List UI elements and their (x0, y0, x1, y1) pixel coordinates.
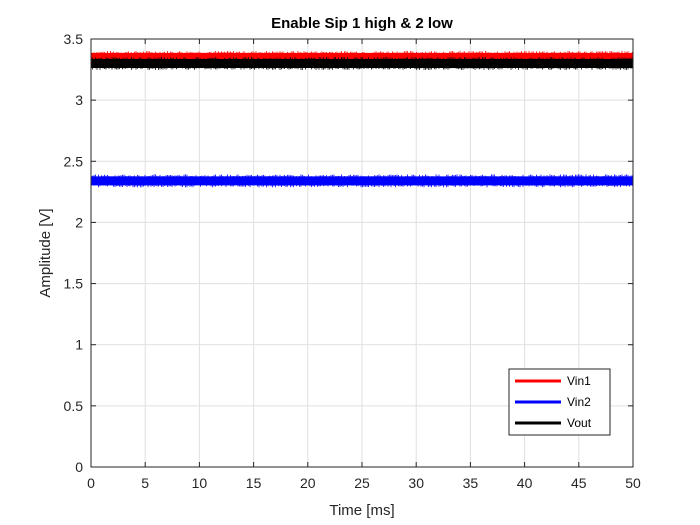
series-vout (90, 56, 633, 70)
x-tick-label: 25 (354, 475, 370, 491)
legend-entry: Vin2 (567, 395, 591, 409)
x-tick-label: 35 (463, 475, 479, 491)
legend: Vin1 Vin2 Vout (508, 368, 611, 436)
legend-entry: Vout (567, 416, 592, 430)
x-tick-label: 50 (625, 475, 641, 491)
x-tick-label: 45 (571, 475, 587, 491)
y-tick-label: 3.5 (64, 31, 84, 47)
y-tick-label: 1 (75, 337, 83, 353)
series-layer (90, 50, 633, 188)
x-tick-label: 40 (517, 475, 533, 491)
chart-title: Enable Sip 1 high & 2 low (271, 15, 453, 32)
y-tick-label: 2 (75, 214, 83, 230)
x-tick-label: 15 (246, 475, 262, 491)
legend-entry: Vin1 (567, 374, 591, 388)
x-tick-label: 5 (141, 475, 149, 491)
y-tick-label: 2.5 (64, 153, 84, 169)
x-tick-label: 30 (408, 475, 424, 491)
x-tick-label: 0 (87, 475, 95, 491)
x-axis-label: Time [ms] (329, 502, 394, 519)
axis-ticks: 0 5 10 15 20 25 30 35 40 45 50 0 0.5 1 1.5 2 2.5 3 3.5 (64, 31, 641, 491)
y-tick-label: 1.5 (64, 276, 84, 292)
x-tick-label: 20 (300, 475, 316, 491)
y-tick-label: 0 (75, 459, 83, 475)
y-tick-label: 0.5 (64, 398, 84, 414)
y-axis-label: Amplitude [V] (37, 208, 54, 297)
x-tick-label: 10 (192, 475, 208, 491)
series-vin2 (90, 174, 633, 188)
y-tick-label: 3 (75, 92, 83, 108)
